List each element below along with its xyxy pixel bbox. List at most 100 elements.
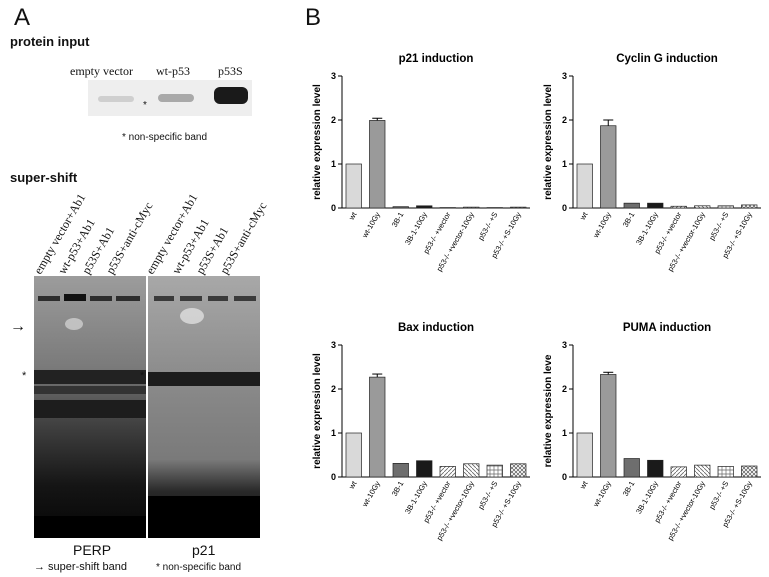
chart-2: Bax induction relative expression level 0 1… <box>312 322 530 542</box>
y-axis-label: relative expression level <box>543 84 554 200</box>
y-tick-label: 3 <box>331 71 336 81</box>
bar <box>600 374 617 478</box>
panel-b-letter: B <box>305 4 322 31</box>
y-tick-label: 2 <box>331 115 336 125</box>
protein-input-footnote: * non-specific band <box>122 132 208 143</box>
x-tick-label: 3B-1 <box>621 480 637 498</box>
x-tick-label: p53-/- +S <box>707 211 730 242</box>
x-tick-label: wt-10Gy <box>591 479 613 509</box>
x-tick-label: 3B-1-10Gy <box>634 479 660 515</box>
chart-title: Bax induction <box>398 322 474 334</box>
y-axis-label: relative expression level <box>312 84 323 200</box>
y-tick-label: 1 <box>331 428 336 438</box>
chart-3: PUMA induction relative expression leve 0 1… <box>543 322 761 542</box>
bar <box>670 466 687 478</box>
y-tick-label: 0 <box>562 203 567 213</box>
gel-right-asterisk: * <box>140 370 145 382</box>
chart-title: Cyclin G induction <box>616 53 718 65</box>
gel-left-asterisk: * <box>22 370 27 382</box>
bar <box>510 206 527 209</box>
x-tick-label: wt-10Gy <box>360 210 382 240</box>
bar <box>670 205 687 209</box>
bar <box>392 463 409 478</box>
x-tick-label: 3B-1-10Gy <box>403 479 429 515</box>
bar <box>647 459 664 478</box>
protein-input-heading: protein input <box>10 34 90 49</box>
bar <box>694 205 711 209</box>
y-axis-label: relative expression leve <box>543 354 554 467</box>
y-axis-label: relative expression level <box>312 353 323 469</box>
bar <box>369 120 386 209</box>
super-shift-heading: super-shift <box>10 170 78 185</box>
x-tick-label: wt-10Gy <box>360 479 382 509</box>
x-tick-label: wt <box>577 210 590 223</box>
super-shift-arrow: → <box>10 318 26 335</box>
y-tick-label: 2 <box>331 384 336 394</box>
bar <box>600 125 617 209</box>
y-tick-label: 3 <box>562 340 567 350</box>
panel-a-letter: A <box>14 4 31 31</box>
chart-title: p21 induction <box>399 53 474 65</box>
bar <box>576 163 593 209</box>
bar <box>741 204 758 209</box>
bar <box>416 460 433 478</box>
y-tick-label: 3 <box>562 71 567 81</box>
bar <box>439 466 456 478</box>
y-tick-label: 0 <box>331 472 336 482</box>
bar <box>345 163 362 209</box>
bar <box>392 206 409 209</box>
y-tick-label: 1 <box>562 159 567 169</box>
lane-label-wt-p53: wt-p53 <box>156 64 190 78</box>
y-tick-label: 3 <box>331 340 336 350</box>
legend-super-shift: → super-shift band <box>34 561 127 573</box>
y-tick-label: 2 <box>562 384 567 394</box>
bar <box>416 205 433 209</box>
y-tick-label: 0 <box>331 203 336 213</box>
x-tick-label: 3B-1-10Gy <box>403 210 429 246</box>
western-blot <box>88 80 252 116</box>
x-tick-label: p53-/- +S <box>707 480 730 511</box>
bar <box>717 205 734 209</box>
chart-1: Cyclin G induction relative expression le… <box>543 53 761 273</box>
bar <box>345 432 362 478</box>
bar <box>647 202 664 209</box>
x-tick-label: 3B-1-10Gy <box>634 210 660 246</box>
x-tick-label: p53-/- +S <box>476 480 499 511</box>
gel-p21 <box>148 276 260 538</box>
bar <box>463 463 480 478</box>
band-p53s <box>214 87 248 104</box>
x-tick-label: wt-10Gy <box>591 210 613 240</box>
gel-label-p21: p21 <box>192 542 216 558</box>
bar <box>463 206 480 209</box>
gel-label-perp: PERP <box>73 542 112 558</box>
y-tick-label: 0 <box>562 472 567 482</box>
lane-label-p53s: p53S <box>218 64 243 78</box>
bar <box>623 458 640 478</box>
chart-title: PUMA induction <box>623 322 711 334</box>
x-tick-label: 3B-1 <box>390 480 406 498</box>
non-specific-asterisk: * <box>143 100 147 111</box>
legend-non-specific: * non-specific band <box>156 562 242 573</box>
chart-0: p21 induction relative expression level 0 1… <box>312 53 530 273</box>
x-tick-label: 3B-1 <box>621 211 637 229</box>
bar-charts: p21 induction relative expression level 0 1… <box>312 53 761 542</box>
x-tick-label: p53-/- +S <box>476 211 499 242</box>
y-tick-label: 2 <box>562 115 567 125</box>
bar <box>576 432 593 478</box>
x-tick-label: 3B-1 <box>390 211 406 229</box>
x-tick-label: wt <box>577 479 590 492</box>
band-empty-vector <box>98 96 134 102</box>
band-wt-p53 <box>158 94 194 102</box>
bar <box>623 202 640 209</box>
bar <box>694 464 711 478</box>
lane-label-empty-vector: empty vector <box>70 64 133 78</box>
bar <box>717 466 734 478</box>
y-tick-label: 1 <box>331 159 336 169</box>
bar <box>741 465 758 478</box>
bar <box>369 376 386 478</box>
bar <box>486 464 503 478</box>
x-tick-label: wt <box>346 210 359 223</box>
gel-perp <box>34 276 146 538</box>
bar <box>510 463 527 478</box>
x-tick-label: wt <box>346 479 359 492</box>
